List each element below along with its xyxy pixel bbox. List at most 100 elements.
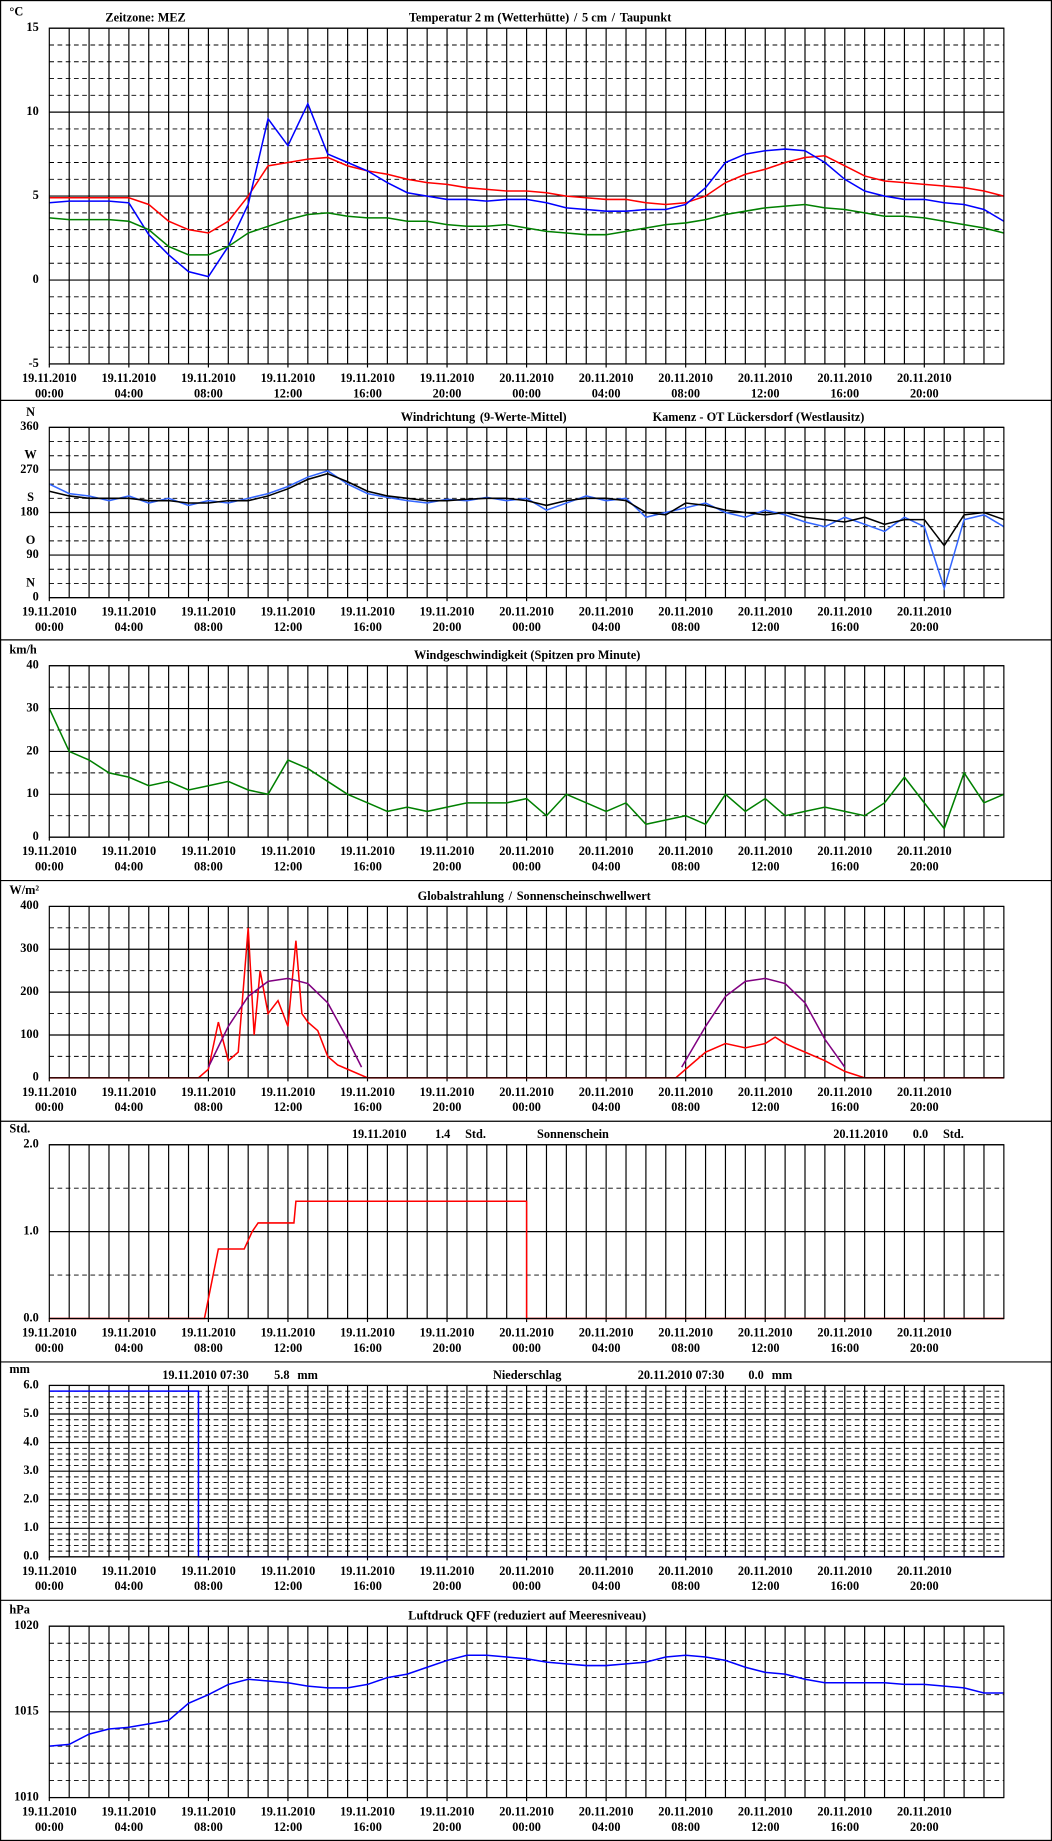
series-line [49, 155, 1005, 234]
legend-entry: 5 cm [582, 11, 608, 25]
x-tick-time: 12:00 [751, 859, 780, 873]
x-tick-date: 20.11.2010 [738, 605, 793, 619]
x-tick-time: 12:00 [274, 1341, 303, 1355]
x-tick-time: 12:00 [751, 1341, 780, 1355]
x-tick-date: 19.11.2010 [420, 1805, 475, 1819]
x-tick-date: 20.11.2010 [658, 1085, 713, 1099]
y-tick-label: 5 [33, 188, 39, 202]
x-tick-date: 19.11.2010 [22, 605, 77, 619]
x-tick-date: 19.11.2010 [101, 1326, 156, 1340]
series-line [49, 1200, 1004, 1320]
x-tick-time: 04:00 [592, 1341, 621, 1355]
x-tick-time: 00:00 [512, 620, 541, 634]
x-tick-date: 20.11.2010 [658, 1326, 713, 1340]
series-line [49, 927, 1004, 1079]
plot-frame [48, 665, 1005, 838]
x-tick-date: 19.11.2010 [420, 1085, 475, 1099]
x-tick-time: 16:00 [353, 386, 382, 400]
x-tick-time: 04:00 [592, 1579, 621, 1593]
x-tick-time: 12:00 [274, 1100, 303, 1114]
x-tick-time: 04:00 [592, 1100, 621, 1114]
legend-entry: Taupunkt [620, 11, 672, 25]
x-tick-time: 00:00 [35, 1100, 64, 1114]
legend-entry: Temperatur 2 m (Wetterhütte) [409, 11, 569, 25]
x-tick-time: 08:00 [671, 1820, 700, 1834]
plot-frame [48, 905, 1005, 1079]
x-tick-time: 16:00 [353, 859, 382, 873]
x-tick-date: 20.11.2010 [579, 1564, 634, 1578]
x-tick-time: 08:00 [194, 620, 223, 634]
y-tick-label: 0.0 [23, 1549, 38, 1563]
y-unit: Std. [9, 1121, 30, 1135]
x-tick-time: 16:00 [353, 1341, 382, 1355]
compass-label: S [27, 490, 34, 504]
compass-label: W [24, 448, 37, 462]
y-tick-label: 1.0 [23, 1520, 38, 1534]
x-tick-date: 19.11.2010 [181, 1326, 236, 1340]
series-line [48, 470, 1005, 591]
annotation: mm [297, 1368, 318, 1382]
series-line [207, 977, 846, 1068]
panel: 090180270360NWSON19.11.201000:0019.11.20… [20, 405, 1005, 634]
compass-label: N [26, 575, 35, 589]
x-tick-date: 19.11.2010 [261, 1805, 316, 1819]
x-tick-date: 20.11.2010 [897, 605, 952, 619]
x-tick-date: 20.11.2010 [738, 1326, 793, 1340]
x-tick-time: 00:00 [35, 1579, 64, 1593]
x-tick-date: 19.11.2010 [340, 1564, 395, 1578]
x-tick-time: 08:00 [671, 620, 700, 634]
series-line [49, 472, 1005, 547]
y-unit: km/h [9, 642, 37, 656]
x-tick-date: 19.11.2010 [101, 1085, 156, 1099]
x-tick-date: 20.11.2010 [738, 1564, 793, 1578]
x-tick-time: 16:00 [353, 1579, 382, 1593]
x-tick-time: 08:00 [194, 1820, 223, 1834]
x-tick-date: 20.11.2010 [579, 1326, 634, 1340]
y-tick-label: 40 [26, 658, 38, 672]
x-tick-time: 16:00 [830, 1100, 859, 1114]
y-unit: hPa [9, 1603, 30, 1617]
x-tick-date: 19.11.2010 [181, 605, 236, 619]
x-tick-time: 00:00 [35, 859, 64, 873]
x-tick-date: 20.11.2010 [817, 1326, 872, 1340]
y-tick-label: 20 [26, 743, 38, 757]
x-tick-date: 19.11.2010 [340, 1085, 395, 1099]
y-tick-label: 10 [26, 104, 38, 118]
x-tick-time: 00:00 [35, 1820, 64, 1834]
x-tick-date: 20.11.2010 [897, 371, 952, 385]
x-tick-time: 16:00 [830, 1820, 859, 1834]
legend-entry: Windrichtung [401, 410, 476, 424]
panel-separators [0, 399, 1052, 1601]
x-tick-date: 19.11.2010 [22, 1085, 77, 1099]
x-tick-time: 16:00 [830, 1341, 859, 1355]
x-tick-date: 20.11.2010 [579, 371, 634, 385]
x-tick-date: 20.11.2010 [499, 844, 554, 858]
x-tick-date: 19.11.2010 [420, 605, 475, 619]
x-tick-date: 20.11.2010 [658, 844, 713, 858]
x-tick-date: 19.11.2010 [420, 1564, 475, 1578]
x-tick-time: 12:00 [751, 1579, 780, 1593]
x-tick-date: 20.11.2010 [499, 371, 554, 385]
x-tick-date: 19.11.2010 [340, 605, 395, 619]
x-tick-date: 20.11.2010 [499, 605, 554, 619]
x-tick-time: 20:00 [910, 620, 939, 634]
legend-entry: Sonnenscheinschwellwert [517, 889, 652, 903]
x-tick-date: 19.11.2010 [420, 371, 475, 385]
x-tick-time: 04:00 [592, 859, 621, 873]
annotation: 5.8 [274, 1368, 289, 1382]
panel: 0.01.02.019.11.201000:0019.11.201004:001… [9, 1121, 1005, 1355]
y-tick-label: 400 [20, 898, 38, 912]
panel: 10101015102019.11.201000:0019.11.201004:… [9, 1603, 1005, 1834]
y-tick-label: 90 [26, 547, 38, 561]
x-tick-time: 08:00 [194, 386, 223, 400]
x-tick-time: 16:00 [830, 386, 859, 400]
x-tick-date: 20.11.2010 [579, 1085, 634, 1099]
plot-frame [48, 1144, 1005, 1320]
x-tick-date: 19.11.2010 [261, 371, 316, 385]
y-unit: mm [9, 1362, 30, 1376]
x-tick-time: 12:00 [274, 1820, 303, 1834]
x-tick-time: 00:00 [35, 386, 64, 400]
y-tick-label: 200 [20, 984, 38, 998]
x-tick-date: 20.11.2010 [658, 1564, 713, 1578]
plot-frame [48, 27, 1005, 365]
